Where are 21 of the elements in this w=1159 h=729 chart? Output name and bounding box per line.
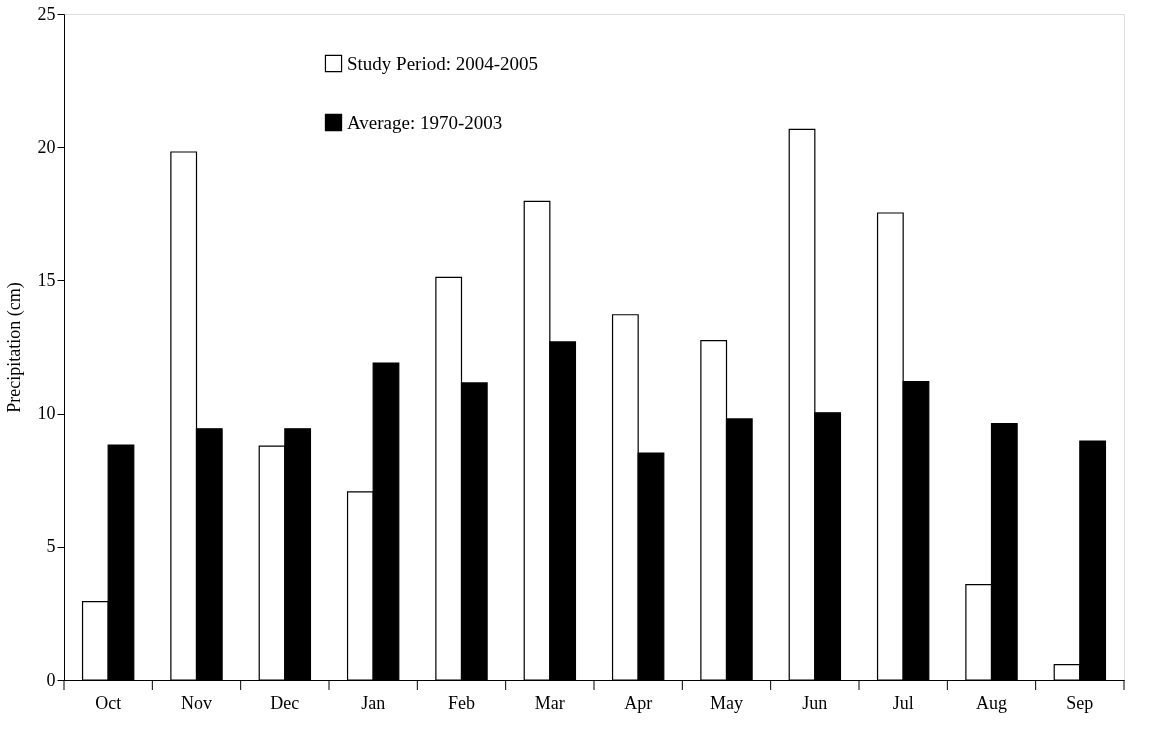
legend-label: Study Period: 2004-2005 [347, 52, 539, 74]
x-tick-label: Dec [270, 692, 300, 713]
x-tick-label: Mar [534, 692, 565, 713]
x-tick-label: Aug [976, 692, 1007, 713]
legend-label: Average: 1970-2003 [347, 111, 503, 133]
x-tick-label: Jan [361, 692, 386, 713]
x-tick-label: Oct [95, 692, 122, 713]
x-tick-label: Jun [802, 692, 828, 713]
y-axis-title: Precipitation (cm) [3, 282, 25, 413]
x-tick-label: Sep [1066, 692, 1094, 713]
y-tick-label: 20 [37, 136, 56, 157]
x-tick-label: Jul [892, 692, 914, 713]
x-tick-label: Nov [181, 692, 212, 713]
y-tick-label: 25 [37, 3, 56, 24]
y-tick-label: 15 [37, 269, 56, 290]
y-tick-label: 5 [46, 536, 56, 557]
x-tick-label: Feb [448, 692, 475, 713]
x-tick-label: Apr [624, 692, 653, 713]
y-tick-label: 10 [37, 403, 56, 424]
x-tick-label: May [710, 692, 743, 713]
y-tick-label: 0 [46, 669, 56, 690]
